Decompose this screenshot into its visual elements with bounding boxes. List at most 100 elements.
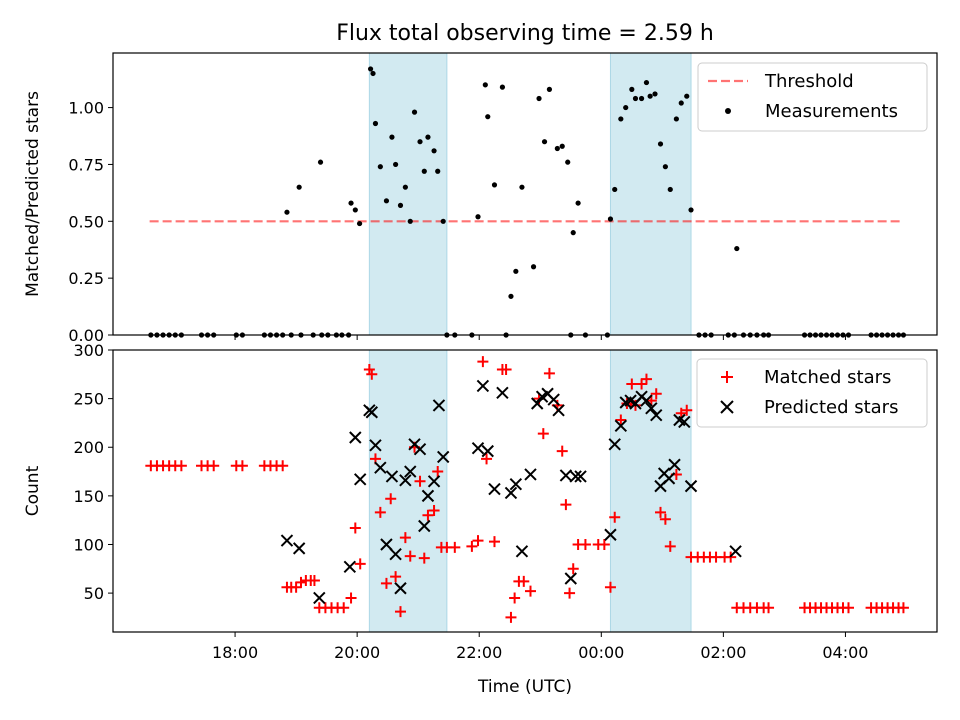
matched-star-point <box>763 602 775 614</box>
matched-star-point <box>842 602 854 614</box>
matched-star-point <box>567 563 579 575</box>
measurement-point <box>508 293 514 299</box>
matched-star-point <box>472 535 484 547</box>
matched-star-point <box>290 581 302 593</box>
predicted-star-point <box>684 479 698 493</box>
measurement-point <box>352 207 358 213</box>
measurement-point <box>530 264 537 270</box>
matched-star-point <box>432 466 444 478</box>
matched-star-point <box>500 363 512 375</box>
measurement-point <box>317 159 324 165</box>
matched-star-point <box>428 504 440 516</box>
predicted-star-point <box>509 477 523 491</box>
matched-star-point <box>505 611 517 623</box>
legend-predicted-swatch <box>720 400 734 414</box>
measurement-point <box>417 139 423 145</box>
matched-star-point <box>560 499 572 511</box>
measurement-point <box>356 220 363 227</box>
measurement-point <box>638 95 645 102</box>
predicted-star-point <box>504 486 518 500</box>
predicted-star-point <box>640 394 653 407</box>
measurement-point <box>652 91 658 97</box>
y-tick-label: 0.75 <box>68 155 104 174</box>
ratio-legend: Threshold Measurements <box>697 62 928 132</box>
matched-star-point <box>518 575 530 587</box>
legend-matched-swatch <box>721 371 733 383</box>
predicted-star-point <box>496 386 509 399</box>
measurement-point <box>647 93 653 99</box>
observing-band-2 <box>609 349 692 633</box>
matched-star-point <box>308 574 320 586</box>
matched-star-point <box>354 558 366 570</box>
ratio-legend-box <box>697 62 928 132</box>
matched-star-point <box>509 592 521 604</box>
matched-star-point <box>236 460 248 472</box>
matched-star-point <box>609 511 621 523</box>
matched-star-point <box>363 363 375 375</box>
matched-star-point <box>626 378 638 390</box>
x-marker <box>720 400 734 414</box>
ratio-panel: 0.00 0.25 0.50 0.75 1.00 Matched/Predicted s… <box>23 52 938 345</box>
matched-star-point <box>338 602 350 614</box>
measurement-point <box>296 184 302 190</box>
predicted-star-point <box>385 470 399 483</box>
y-tick-label: 0.50 <box>68 212 104 231</box>
measurement-point <box>425 134 431 140</box>
measurement-point <box>407 218 413 224</box>
predicted-star-point <box>668 458 681 471</box>
predicted-star-point <box>280 534 294 547</box>
y-tick-label: 0.00 <box>68 326 104 345</box>
predicted-star-point <box>374 461 387 474</box>
observing-bands <box>368 52 692 336</box>
predicted-star-point <box>564 572 577 585</box>
measurement-point <box>559 143 565 149</box>
count-y-axis-label: Count <box>23 465 43 516</box>
measurement-point <box>482 82 488 88</box>
matched-star-point <box>422 509 434 521</box>
matched-star-point <box>615 414 627 426</box>
measurement-point <box>284 209 290 215</box>
measurement-point <box>546 86 553 92</box>
measurement-point <box>519 184 525 190</box>
y-tick-label: 1.00 <box>68 99 104 118</box>
plus-marker <box>721 371 733 383</box>
matched-star-point <box>277 460 289 472</box>
legend-threshold-label: Threshold <box>764 71 854 92</box>
measurement-point <box>541 139 548 145</box>
measurement-point <box>662 164 668 170</box>
x-tick-label: 20:00 <box>334 643 380 662</box>
matched-star-point <box>385 493 397 505</box>
matched-star-point <box>345 592 357 604</box>
x-tick-label: 18:00 <box>212 643 258 662</box>
measurement-point <box>565 159 571 165</box>
predicted-star-point <box>404 465 417 478</box>
measurement-point <box>575 200 581 206</box>
measurement-point <box>372 120 379 127</box>
matched-star-point <box>390 571 402 583</box>
ratio-panel-frame <box>112 52 938 336</box>
predicted-star-point <box>413 442 427 456</box>
y-tick-label: 250 <box>73 390 104 409</box>
predicted-star-point <box>394 582 407 595</box>
predicted-star-point <box>729 545 742 558</box>
measurement-point <box>411 109 418 115</box>
measurement-point <box>570 230 576 236</box>
measurement-points <box>148 66 907 338</box>
predicted-star-point <box>427 475 441 488</box>
x-axis-label: Time (UTC) <box>477 677 572 697</box>
x-tick-label: 02:00 <box>700 643 746 662</box>
y-tick-label: 100 <box>73 535 104 554</box>
predicted-star-point <box>380 538 393 551</box>
predicted-star-point <box>645 402 658 415</box>
predicted-star-point <box>418 519 431 533</box>
matched-star-point <box>488 536 500 548</box>
count-y-axis: 50 100 150 200 250 300 <box>73 341 113 603</box>
x-tick-label: 00:00 <box>578 643 624 662</box>
predicted-star-point <box>471 442 485 455</box>
matched-star-point <box>394 606 406 618</box>
measurement-point <box>435 168 441 174</box>
measurement-point <box>629 86 635 92</box>
predicted-star-point <box>353 473 367 486</box>
matched-star-point <box>414 475 426 487</box>
measurement-point <box>688 207 694 213</box>
